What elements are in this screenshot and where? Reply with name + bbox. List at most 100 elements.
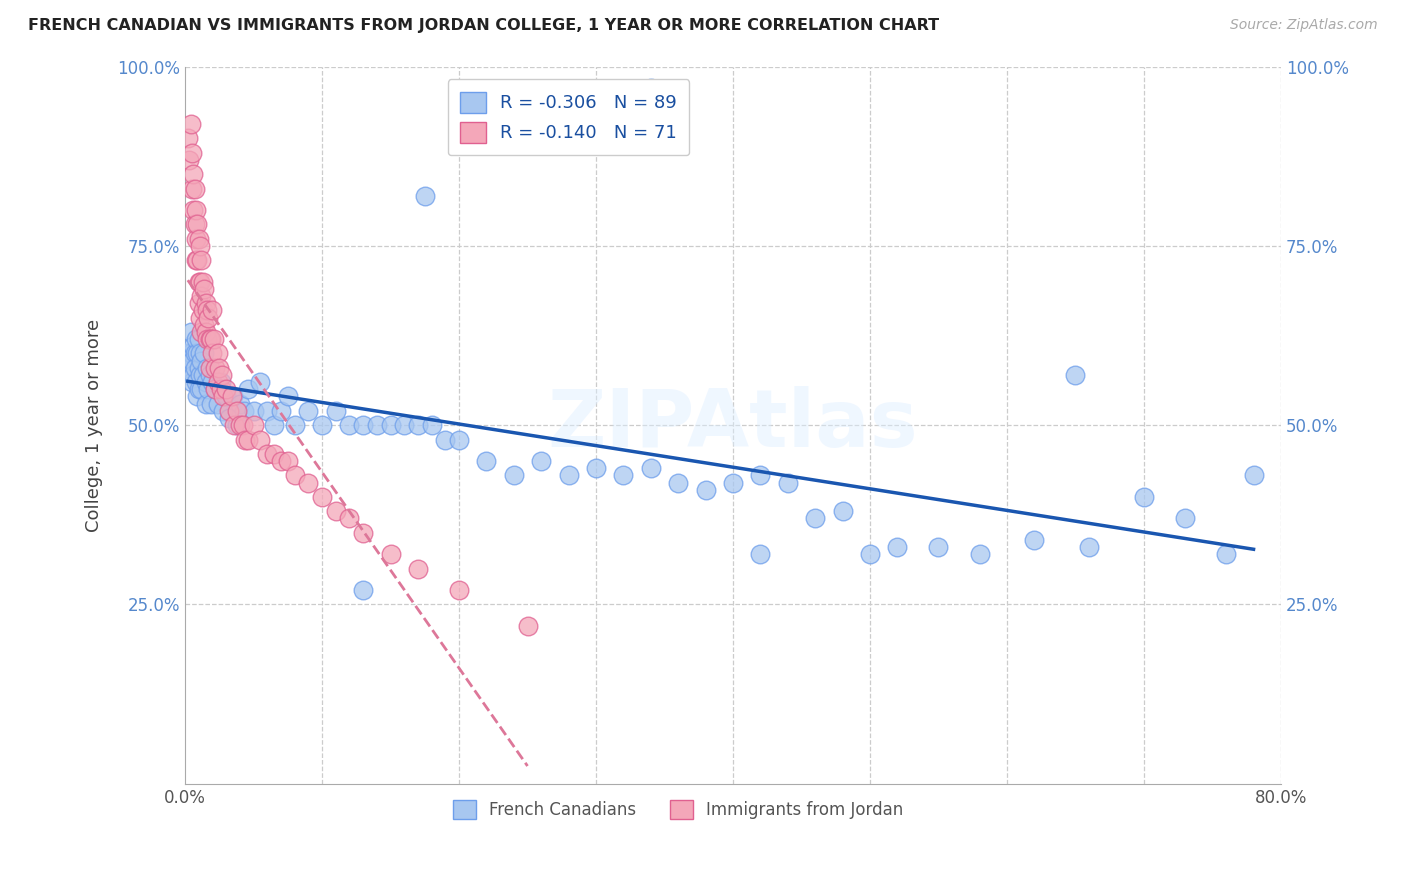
Point [202,332,225,346]
Point [339,418,361,433]
Point [530,454,553,468]
Point [233,404,256,418]
Point [183,218,205,232]
Point [208,360,231,375]
Point [215,389,238,403]
Point [194,397,217,411]
Point [201,303,224,318]
Text: FRENCH CANADIAN VS IMMIGRANTS FROM JORDAN COLLEGE, 1 YEAR OR MORE CORRELATION CH: FRENCH CANADIAN VS IMMIGRANTS FROM JORDA… [28,18,939,33]
Point [200,332,222,346]
Point [226,404,249,418]
Point [325,504,347,518]
Point [180,353,202,368]
Point [183,346,205,360]
Point [198,368,221,382]
Point [886,540,908,554]
Point [209,375,232,389]
Point [640,461,662,475]
Point [180,181,202,195]
Point [187,232,209,246]
Point [311,490,333,504]
Point [180,325,202,339]
Point [195,332,218,346]
Point [188,368,211,382]
Point [194,296,217,310]
Point [695,483,717,497]
Point [229,397,252,411]
Point [190,325,212,339]
Point [177,131,200,145]
Point [502,468,524,483]
Text: Source: ZipAtlas.com: Source: ZipAtlas.com [1230,18,1378,32]
Point [242,404,264,418]
Point [198,332,221,346]
Point [218,411,240,425]
Point [194,325,217,339]
Point [221,389,243,403]
Point [204,360,226,375]
Point [612,468,634,483]
Point [180,145,202,160]
Point [394,418,416,433]
Point [191,368,214,382]
Point [187,382,209,396]
Point [270,454,292,468]
Point [352,418,374,433]
Point [927,540,949,554]
Point [212,389,235,403]
Point [236,433,259,447]
Point [195,360,218,375]
Point [859,547,882,561]
Point [1243,468,1265,483]
Point [242,418,264,433]
Point [969,547,991,561]
Point [557,468,579,483]
Point [585,461,607,475]
Point [749,468,772,483]
Point [776,475,799,490]
Point [204,382,226,396]
Point [212,404,235,418]
Point [181,339,204,353]
Point [193,318,215,332]
Point [211,368,233,382]
Point [184,202,207,217]
Point [222,389,245,403]
Point [311,418,333,433]
Point [198,360,221,375]
Point [188,310,211,325]
Point [256,404,278,418]
Point [1078,540,1101,554]
Y-axis label: College, 1 year or more: College, 1 year or more [86,318,103,532]
Text: ZIPAtlas: ZIPAtlas [547,386,918,464]
Point [179,360,201,375]
Point [179,153,201,167]
Point [447,583,470,598]
Point [201,375,224,389]
Point [215,382,238,396]
Point [180,375,202,389]
Legend: French Canadians, Immigrants from Jordan: French Canadians, Immigrants from Jordan [446,793,911,826]
Point [721,475,744,490]
Point [184,375,207,389]
Point [181,202,204,217]
Point [277,454,299,468]
Point [184,232,207,246]
Point [200,397,222,411]
Point [197,382,219,396]
Point [263,447,285,461]
Point [236,382,259,396]
Point [193,282,215,296]
Point [325,404,347,418]
Point [420,418,443,433]
Point [1024,533,1046,547]
Point [804,511,827,525]
Point [232,418,254,433]
Point [352,583,374,598]
Point [447,433,470,447]
Point [352,525,374,540]
Point [297,475,319,490]
Point [188,239,211,253]
Point [186,218,208,232]
Point [207,346,229,360]
